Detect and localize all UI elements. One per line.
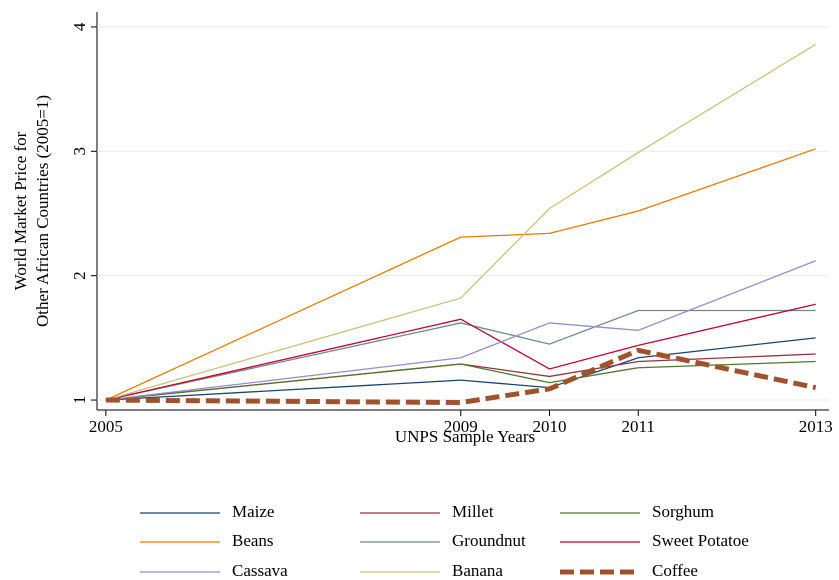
y-axis-label: Other African Countries (2005=1)	[33, 95, 52, 327]
x-axis-label: UNPS Sample Years	[395, 427, 535, 446]
series-line	[105, 303, 816, 401]
series-line	[105, 309, 816, 401]
series-line	[105, 43, 817, 401]
series-line	[105, 148, 816, 401]
legend-label: Sweet Potatoe	[652, 531, 749, 550]
x-tick-label: 2005	[89, 417, 123, 436]
x-tick-label: 2013	[799, 417, 833, 436]
legend-label: Millet	[452, 502, 494, 521]
y-tick-label: 3	[70, 147, 89, 156]
legend-label: Cassava	[232, 561, 288, 580]
x-tick-label: 2010	[533, 417, 567, 436]
y-axis-label: World Market Price for	[11, 131, 30, 290]
legend-label: Sorghum	[652, 502, 714, 521]
x-tick-label: 2009	[444, 417, 478, 436]
y-tick-label: 4	[70, 22, 89, 31]
series-line	[105, 260, 816, 401]
series-line	[105, 360, 816, 401]
legend-label: Banana	[452, 561, 503, 580]
legend-label: Coffee	[652, 561, 698, 580]
y-tick-label: 2	[70, 271, 89, 280]
x-tick-label: 2011	[622, 417, 655, 436]
legend-label: Beans	[232, 531, 274, 550]
legend-label: Groundnut	[452, 531, 526, 550]
y-tick-label: 1	[70, 396, 89, 405]
legend-label: Maize	[232, 502, 274, 521]
series-line	[105, 347, 817, 406]
